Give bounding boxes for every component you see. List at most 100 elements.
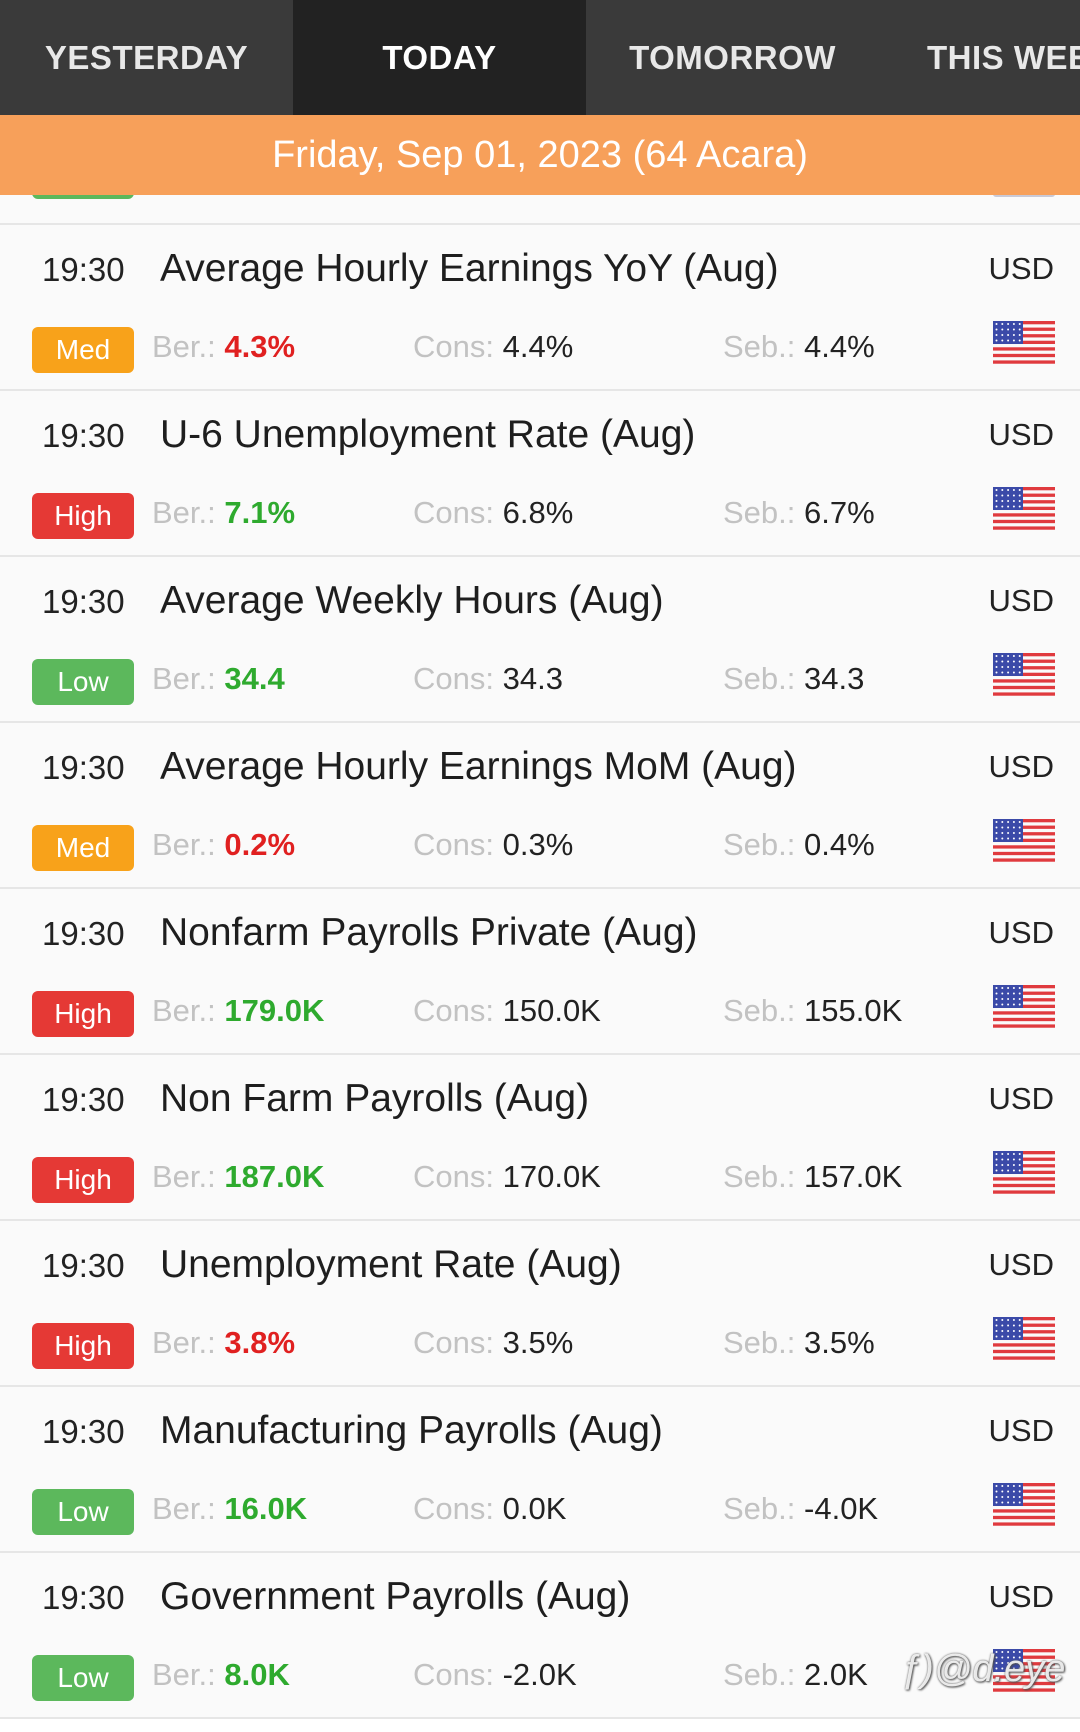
event-currency: USD (988, 915, 1054, 950)
actual-value: 34.4 (224, 661, 285, 696)
event-title: Unemployment Rate (Aug) (160, 1243, 622, 1286)
previous-event-peek (0, 195, 1080, 225)
impact-badge: High (32, 493, 134, 539)
consensus-value: 34.3 (502, 661, 563, 696)
event-row[interactable]: 19:30 Average Hourly Earnings YoY (Aug) US… (0, 225, 1080, 391)
consensus-label: Cons: (413, 1491, 494, 1526)
event-title: Average Hourly Earnings MoM (Aug) (160, 745, 797, 788)
us-flag-icon (993, 1151, 1055, 1197)
consensus-label: Cons: (413, 661, 494, 696)
event-row[interactable]: 19:30 Manufacturing Payrolls (Aug) USD Low B… (0, 1387, 1080, 1553)
consensus-field: Cons: 0.0K (413, 1491, 566, 1527)
previous-value: 3.5% (804, 1325, 875, 1360)
previous-field: Seb.: 155.0K (723, 993, 902, 1029)
impact-badge: Low (32, 1489, 134, 1535)
us-flag-icon (993, 1317, 1055, 1363)
event-row[interactable]: 19:30 Average Hourly Earnings MoM (Aug) US… (0, 723, 1080, 889)
impact-badge: High (32, 1323, 134, 1369)
event-time: 19:30 (42, 1247, 125, 1284)
event-row[interactable]: 19:30 Unemployment Rate (Aug) USD High Ber.:… (0, 1221, 1080, 1387)
consensus-field: Cons: 4.4% (413, 329, 573, 365)
tab-yesterday[interactable]: YESTERDAY (44, 38, 249, 76)
actual-value: 7.1% (224, 495, 296, 530)
us-flag-icon (993, 653, 1055, 699)
previous-value: 2.0K (804, 1657, 868, 1692)
tab-today[interactable]: TODAY (293, 0, 586, 115)
consensus-value: 0.3% (502, 827, 574, 862)
actual-label: Ber.: (152, 1159, 216, 1194)
previous-label: Seb.: (723, 827, 796, 862)
date-header: Friday, Sep 01, 2023 (64 Acara) (0, 115, 1080, 195)
previous-value: -4.0K (804, 1491, 879, 1526)
previous-field: Seb.: 4.4% (723, 329, 875, 365)
event-currency: USD (988, 583, 1054, 618)
event-list[interactable]: 19:30 Average Hourly Earnings YoY (Aug) US… (0, 195, 1080, 1732)
actual-field: Ber.: 4.3% (152, 329, 295, 365)
impact-badge: Low (32, 1655, 134, 1701)
tab-tomorrow[interactable]: TOMORROW (629, 38, 836, 76)
event-title: Non Farm Payrolls (Aug) (160, 1077, 590, 1120)
previous-field: Seb.: 3.5% (723, 1325, 875, 1361)
actual-label: Ber.: (152, 827, 216, 862)
previous-value: 4.4% (804, 329, 875, 364)
event-time: 19:30 (42, 915, 125, 952)
event-currency: USD (988, 749, 1054, 784)
event-row[interactable]: 19:30 Non Farm Payrolls (Aug) USD High Ber.:… (0, 1055, 1080, 1221)
actual-value: 187.0K (224, 1159, 325, 1194)
consensus-value: 0.0K (502, 1491, 567, 1526)
consensus-label: Cons: (413, 993, 494, 1028)
us-flag-icon (993, 1649, 1055, 1695)
consensus-value: 4.4% (502, 329, 574, 364)
consensus-field: Cons: 150.0K (413, 993, 601, 1029)
actual-label: Ber.: (152, 661, 216, 696)
tab-this-week[interactable]: THIS WEE (927, 38, 1080, 76)
actual-label: Ber.: (152, 329, 216, 364)
consensus-field: Cons: 34.3 (413, 661, 563, 697)
actual-label: Ber.: (152, 1491, 216, 1526)
impact-badge: Low (32, 659, 134, 705)
event-title: Nonfarm Payrolls Private (Aug) (160, 911, 698, 954)
watermark: ƒ)@d.eye (900, 1648, 1066, 1690)
us-flag-icon (993, 819, 1055, 865)
actual-field: Ber.: 0.2% (152, 827, 295, 863)
event-time: 19:30 (42, 1579, 125, 1616)
actual-field: Ber.: 187.0K (152, 1159, 324, 1195)
tab-bar: YESTERDAY TODAY TOMORROW THIS WEE (0, 0, 1080, 115)
actual-label: Ber.: (152, 1657, 216, 1692)
us-flag-icon (993, 321, 1055, 367)
event-currency: USD (988, 251, 1054, 286)
actual-value: 3.8% (224, 1325, 296, 1360)
actual-label: Ber.: (152, 495, 216, 530)
consensus-value: 170.0K (502, 1159, 601, 1194)
event-currency: USD (988, 1579, 1054, 1614)
previous-value: 0.4% (804, 827, 875, 862)
consensus-label: Cons: (413, 1159, 494, 1194)
consensus-field: Cons: -2.0K (413, 1657, 577, 1693)
previous-value: 155.0K (804, 993, 903, 1028)
us-flag-icon (993, 985, 1055, 1031)
previous-label: Seb.: (723, 495, 796, 530)
event-row[interactable]: 19:30 Nonfarm Payrolls Private (Aug) USD Hi… (0, 889, 1080, 1055)
consensus-value: 6.8% (502, 495, 574, 530)
event-currency: USD (988, 417, 1054, 452)
consensus-label: Cons: (413, 329, 494, 364)
event-row[interactable]: 19:30 U-6 Unemployment Rate (Aug) USD High B… (0, 391, 1080, 557)
us-flag-icon (993, 195, 1055, 197)
event-time: 19:30 (42, 749, 125, 786)
us-flag-icon (993, 1483, 1055, 1529)
us-flag-icon (993, 487, 1055, 533)
previous-field: Seb.: 0.4% (723, 827, 875, 863)
event-time: 19:30 (42, 417, 125, 454)
impact-badge: Med (32, 825, 134, 871)
previous-label: Seb.: (723, 1325, 796, 1360)
previous-field: Seb.: 34.3 (723, 661, 864, 697)
impact-badge: High (32, 1157, 134, 1203)
previous-label: Seb.: (723, 1159, 796, 1194)
event-row[interactable]: 19:30 Government Payrolls (Aug) USD Low Ber.… (0, 1553, 1080, 1719)
event-title: Average Weekly Hours (Aug) (160, 579, 664, 622)
event-row[interactable]: 19:30 Average Weekly Hours (Aug) USD Low Ber… (0, 557, 1080, 723)
event-title: Average Hourly Earnings YoY (Aug) (160, 247, 779, 290)
previous-field: Seb.: 6.7% (723, 495, 875, 531)
actual-value: 16.0K (224, 1491, 308, 1526)
consensus-field: Cons: 0.3% (413, 827, 573, 863)
